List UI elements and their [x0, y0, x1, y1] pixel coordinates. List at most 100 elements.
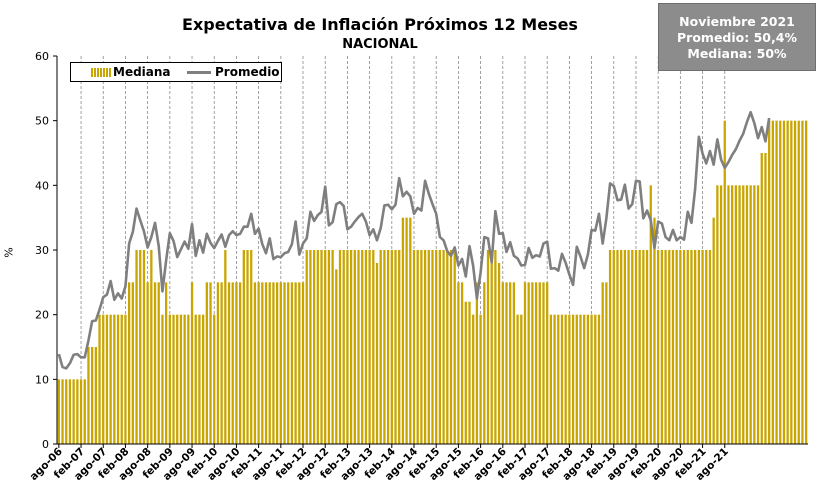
bar-mediana [553, 314, 556, 444]
bar-mediana [697, 250, 701, 444]
bar-mediana [109, 314, 112, 444]
bar-mediana [213, 314, 216, 444]
bar-mediana [671, 250, 675, 444]
bar-mediana [771, 120, 775, 445]
bar-mediana [631, 250, 634, 444]
bar-mediana [793, 120, 797, 445]
bar-mediana [782, 120, 786, 445]
bar-mediana [301, 282, 305, 444]
bar-mediana [98, 314, 101, 444]
bar-mediana [157, 282, 160, 444]
bar-mediana [805, 120, 808, 445]
bar-mediana [298, 282, 301, 444]
bar-mediana [583, 314, 586, 444]
bar-mediana [753, 185, 756, 445]
bar-mediana [224, 250, 227, 444]
bar-mediana [405, 217, 408, 444]
bar-mediana [394, 250, 397, 444]
bar-mediana [575, 314, 578, 444]
bar-mediana [801, 120, 804, 445]
bar-mediana [464, 301, 467, 444]
legend-label-promedio: Promedio [215, 65, 280, 79]
bar-mediana [690, 250, 693, 444]
bar-mediana [283, 282, 286, 444]
bar-mediana [653, 217, 656, 444]
bar-mediana [557, 314, 560, 444]
bar-mediana [198, 314, 201, 444]
bar-mediana [390, 250, 393, 444]
bar-mediana [416, 250, 419, 444]
bar-mediana [268, 282, 271, 444]
bar-mediana [190, 282, 194, 444]
bar-mediana [238, 282, 242, 444]
bar-mediana [542, 282, 545, 444]
bar-mediana [146, 282, 149, 444]
bar-mediana [409, 217, 412, 444]
bar-mediana [738, 185, 741, 445]
bar-mediana [235, 282, 238, 444]
bar-mediana [172, 314, 175, 444]
bar-mediana [287, 282, 290, 444]
bar-mediana [361, 250, 364, 444]
bar-mediana [116, 314, 120, 444]
bar-mediana [764, 153, 767, 444]
bar-mediana [745, 185, 749, 445]
bar-mediana [427, 250, 430, 444]
y-tick-label: 60 [35, 50, 49, 63]
bar-mediana [723, 120, 726, 445]
bar-mediana [549, 314, 553, 444]
bar-mediana [731, 185, 734, 445]
bar-mediana [649, 185, 652, 445]
bar-mediana [423, 250, 427, 444]
y-tick-label: 10 [35, 373, 49, 386]
bar-mediana [312, 250, 316, 444]
bar-mediana [786, 120, 789, 445]
bar-mediana [664, 250, 667, 444]
bar-mediana [571, 314, 575, 444]
bar-mediana [734, 185, 738, 445]
bar-mediana [335, 269, 338, 444]
bar-mediana [449, 250, 453, 444]
summary-box: Noviembre 2021 Promedio: 50,4% Mediana: … [658, 3, 816, 71]
bar-mediana [168, 314, 171, 444]
bar-mediana [153, 282, 157, 444]
bar-mediana [327, 250, 331, 444]
y-tick-label: 30 [35, 244, 49, 257]
bar-mediana [605, 282, 608, 444]
bar-mediana [309, 250, 312, 444]
bar-mediana [727, 185, 730, 445]
bar-mediana [135, 250, 138, 444]
bar-mediana [231, 282, 234, 444]
bar-mediana [102, 314, 105, 444]
bar-mediana [705, 250, 708, 444]
y-tick-label: 20 [35, 309, 49, 322]
bar-mediana [79, 379, 83, 444]
bar-mediana [253, 282, 257, 444]
bar-mediana [412, 250, 416, 444]
bar-mediana [660, 250, 664, 444]
bar-mediana [94, 347, 97, 444]
bar-mediana [531, 282, 534, 444]
y-tick-label: 40 [35, 179, 49, 192]
bar-mediana [372, 250, 375, 444]
bar-mediana [279, 282, 282, 444]
bar-mediana [579, 314, 582, 444]
bar-mediana [520, 314, 523, 444]
bar-mediana [261, 282, 264, 444]
bar-mediana [205, 282, 208, 444]
bar-mediana [139, 250, 142, 444]
bar-mediana [150, 250, 153, 444]
bar-mediana [216, 282, 220, 444]
bar-mediana [331, 250, 334, 444]
bar-mediana [742, 185, 745, 445]
bar-mediana [194, 314, 197, 444]
bar-mediana [438, 250, 442, 444]
bar-mediana [250, 250, 253, 444]
bar-mediana [594, 314, 597, 444]
bar-mediana [494, 250, 497, 444]
bar-mediana [756, 185, 760, 445]
bar-mediana [446, 250, 449, 444]
bar-mediana [642, 250, 645, 444]
bar-mediana [716, 185, 719, 445]
